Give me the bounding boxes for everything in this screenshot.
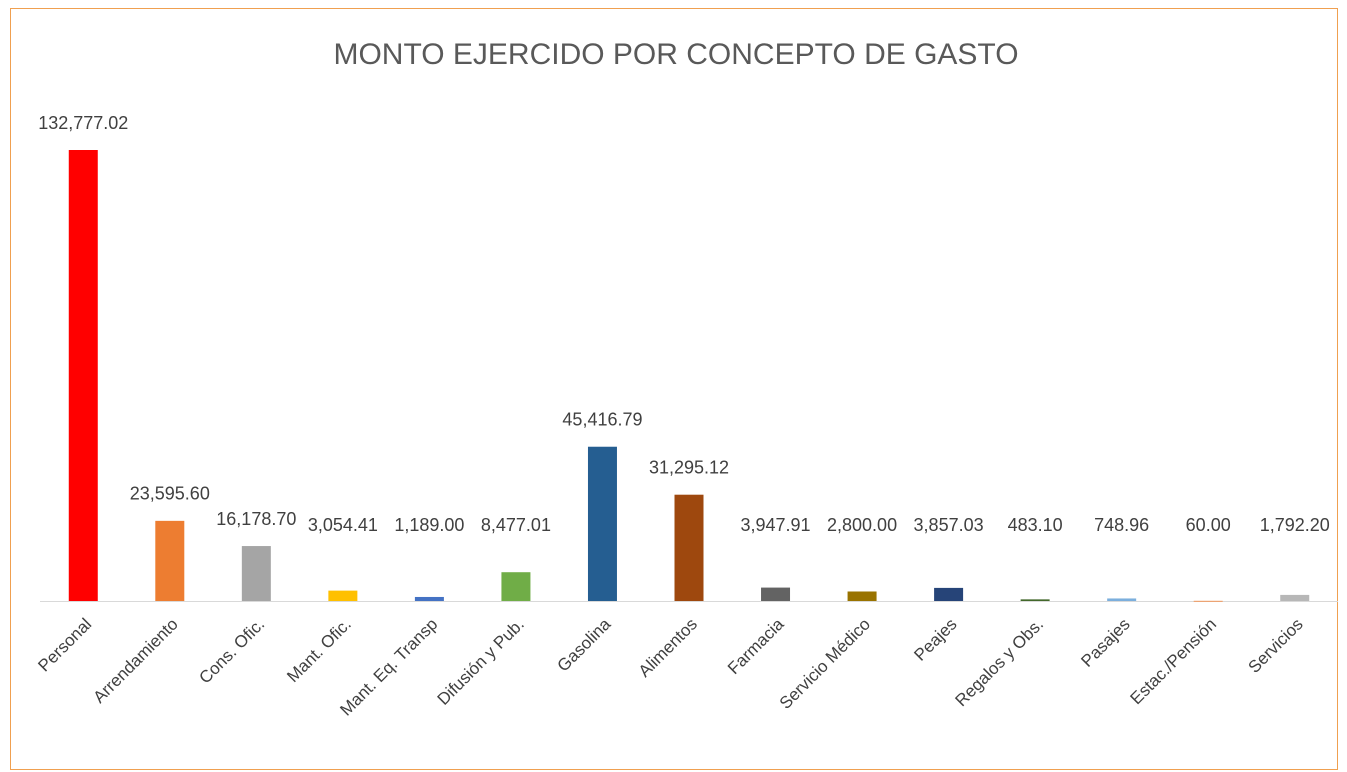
bar [587,446,617,601]
data-label: 60.00 [1186,515,1231,535]
data-label: 1,189.00 [394,515,464,535]
bar [241,546,271,601]
data-label: 132,777.02 [38,113,128,133]
chart-title: MONTO EJERCIDO POR CONCEPTO DE GASTO [333,38,1018,71]
bar [761,587,791,601]
data-label: 3,947.91 [740,515,810,535]
bar [847,591,877,601]
data-label: 3,857.03 [914,515,984,535]
data-label: 31,295.12 [649,457,729,477]
data-label: 1,792.20 [1260,515,1330,535]
bar [501,572,531,601]
data-label: 748.96 [1094,515,1149,535]
chart-border [10,8,1338,770]
bar [414,596,444,601]
bar [328,590,358,601]
bar [674,494,704,601]
data-label: 45,416.79 [562,409,642,429]
bar [1193,600,1223,602]
data-label: 483.10 [1008,515,1063,535]
data-label: 8,477.01 [481,515,551,535]
bar [1280,594,1310,601]
bar [1020,599,1050,601]
bar [68,150,98,601]
data-label: 23,595.60 [130,484,210,504]
data-label: 2,800.00 [827,515,897,535]
bar [934,587,964,601]
bar [1107,598,1137,601]
bar [155,520,185,601]
data-label: 16,178.70 [216,509,296,529]
data-label: 3,054.41 [308,515,378,535]
